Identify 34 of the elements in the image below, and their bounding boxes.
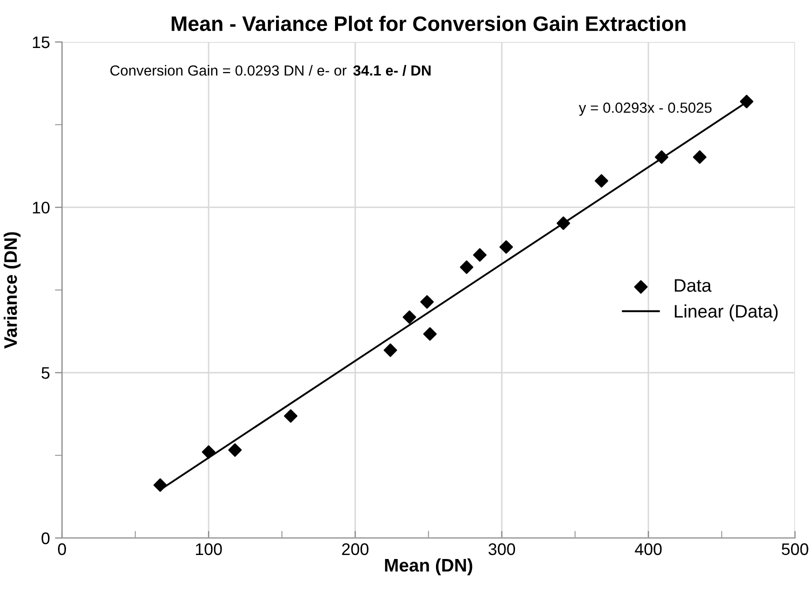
point	[420, 295, 434, 309]
point	[384, 343, 398, 357]
point	[654, 150, 668, 164]
y-tick-label: 0	[42, 532, 50, 544]
x-tick-label: 200	[342, 543, 368, 556]
x-axis-title: Mean (DN)	[385, 558, 472, 576]
point	[692, 150, 706, 164]
point	[473, 248, 487, 262]
x-tick-label: 500	[782, 543, 808, 556]
y-tick-label: 15	[32, 36, 50, 48]
y-axis-title: Variance (DN)	[4, 232, 21, 349]
point	[499, 240, 513, 254]
point	[402, 310, 416, 324]
annotation: 34.1 e- / DN	[353, 64, 431, 76]
legend-label: Linear (Data)	[674, 304, 778, 322]
point	[460, 260, 474, 274]
point	[284, 409, 298, 423]
point	[594, 174, 608, 188]
chart-title: Mean - Variance Plot for Conversion Gain Extraction	[172, 16, 686, 32]
x-tick-label: 400	[634, 543, 662, 556]
annotation: Conversion Gain = 0.0293 DN / e- or	[110, 64, 347, 76]
x-tick-label: 100	[196, 543, 222, 556]
annotation: y = 0.0293x - 0.5025	[578, 102, 712, 116]
point	[423, 327, 437, 341]
y-tick-label: 5	[42, 367, 50, 379]
point	[740, 94, 754, 108]
point	[556, 216, 570, 230]
y-tick-label: 10	[32, 202, 50, 214]
x-tick-label: 0	[58, 543, 66, 556]
point	[153, 478, 167, 492]
point	[202, 445, 216, 459]
legend-label: Data	[674, 279, 712, 292]
x-tick-label: 300	[488, 543, 516, 556]
point	[228, 443, 242, 457]
